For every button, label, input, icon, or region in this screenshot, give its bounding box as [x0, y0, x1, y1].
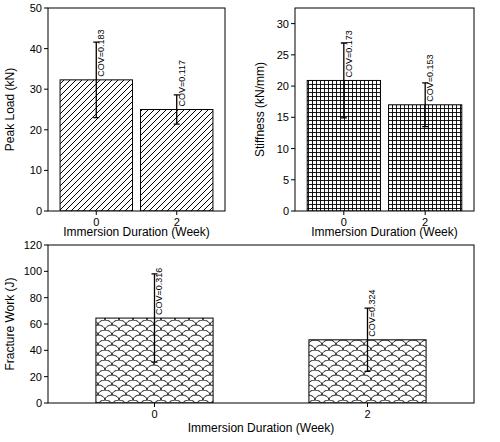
- y-tick-label: 15: [277, 111, 289, 123]
- marks: [60, 42, 213, 211]
- y-axis-label: Fracture Work (J): [3, 277, 17, 370]
- y-tick: [44, 170, 48, 171]
- y-tick: [44, 211, 48, 212]
- annotation: COV=0.324: [368, 290, 378, 337]
- y-tick: [44, 403, 48, 404]
- y-tick: [44, 297, 48, 298]
- y-tick: [44, 129, 48, 130]
- x-axis-label: Immersion Duration (Week): [63, 225, 209, 239]
- y-tick-label: 60: [30, 318, 42, 330]
- y-tick-label: 5: [283, 174, 289, 186]
- x-tick: [367, 403, 368, 407]
- y-tick-label: 80: [30, 292, 42, 304]
- frame: [295, 8, 474, 211]
- y-tick: [44, 8, 48, 9]
- y-tick-label: 40: [30, 344, 42, 356]
- y-tick: [44, 350, 48, 351]
- marks: [307, 43, 462, 211]
- x-tick-label: 0: [151, 408, 157, 420]
- y-tick-label: 120: [24, 239, 42, 251]
- y-tick-label: 20: [277, 80, 289, 92]
- x-tick: [96, 211, 97, 215]
- y-tick-label: 10: [30, 164, 42, 176]
- y-tick-label: 30: [30, 83, 42, 95]
- y-tick: [44, 245, 48, 246]
- y-tick: [291, 54, 295, 55]
- annotation: COV=0.316: [155, 268, 165, 315]
- y-tick: [44, 324, 48, 325]
- y-tick-label: 0: [36, 205, 42, 217]
- x-tick: [343, 211, 344, 215]
- x-tick: [176, 211, 177, 215]
- y-tick: [291, 211, 295, 212]
- y-tick-label: 100: [24, 265, 42, 277]
- y-tick-label: 0: [283, 205, 289, 217]
- y-tick-label: 20: [30, 371, 42, 383]
- x-tick: [425, 211, 426, 215]
- y-tick-label: 10: [277, 143, 289, 155]
- annotation: COV=0.173: [344, 30, 354, 77]
- panel: COV=0.316 COV=0.324 0 20 40 60 80 100 120 0 2 Immer…: [3, 239, 474, 435]
- frame: [48, 8, 225, 211]
- y-axis-label: Stiffness (kN/mm): [253, 62, 267, 157]
- x-tick-label: 2: [364, 408, 370, 420]
- y-tick-label: 0: [36, 397, 42, 409]
- y-tick-label: 50: [30, 2, 42, 14]
- y-tick: [291, 86, 295, 87]
- y-tick: [291, 179, 295, 180]
- y-tick-label: 30: [277, 18, 289, 30]
- y-tick: [291, 23, 295, 24]
- y-tick: [44, 48, 48, 49]
- y-tick: [44, 89, 48, 90]
- x-tick: [154, 403, 155, 407]
- y-tick: [291, 117, 295, 118]
- y-tick: [291, 148, 295, 149]
- y-tick-label: 40: [30, 43, 42, 55]
- panel: COV=0.173COV=0.15305101520253002Immersio…: [253, 8, 474, 239]
- figure: COV=0.183COV=0.1170102030405002Immersion…: [0, 0, 500, 442]
- x-axis-label: Immersion Duration (Week): [311, 225, 457, 239]
- y-tick-label: 25: [277, 49, 289, 61]
- x-axis-label: Immersion Duration (Week): [188, 421, 334, 435]
- y-tick: [44, 376, 48, 377]
- marks: [96, 274, 426, 403]
- y-tick: [44, 271, 48, 272]
- annotation: COV=0.153: [425, 55, 435, 102]
- annotation: COV=0.183: [96, 30, 106, 77]
- y-axis-label: Peak Load (kN): [3, 68, 17, 151]
- frame: [48, 245, 474, 403]
- y-tick-label: 20: [30, 124, 42, 136]
- annotation: COV=0.117: [177, 60, 187, 107]
- panel: COV=0.183COV=0.1170102030405002Immersion…: [3, 2, 225, 239]
